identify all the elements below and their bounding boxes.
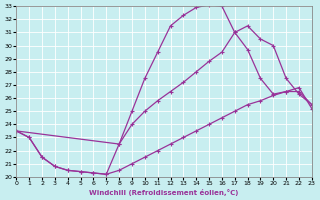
X-axis label: Windchill (Refroidissement éolien,°C): Windchill (Refroidissement éolien,°C)	[89, 189, 239, 196]
